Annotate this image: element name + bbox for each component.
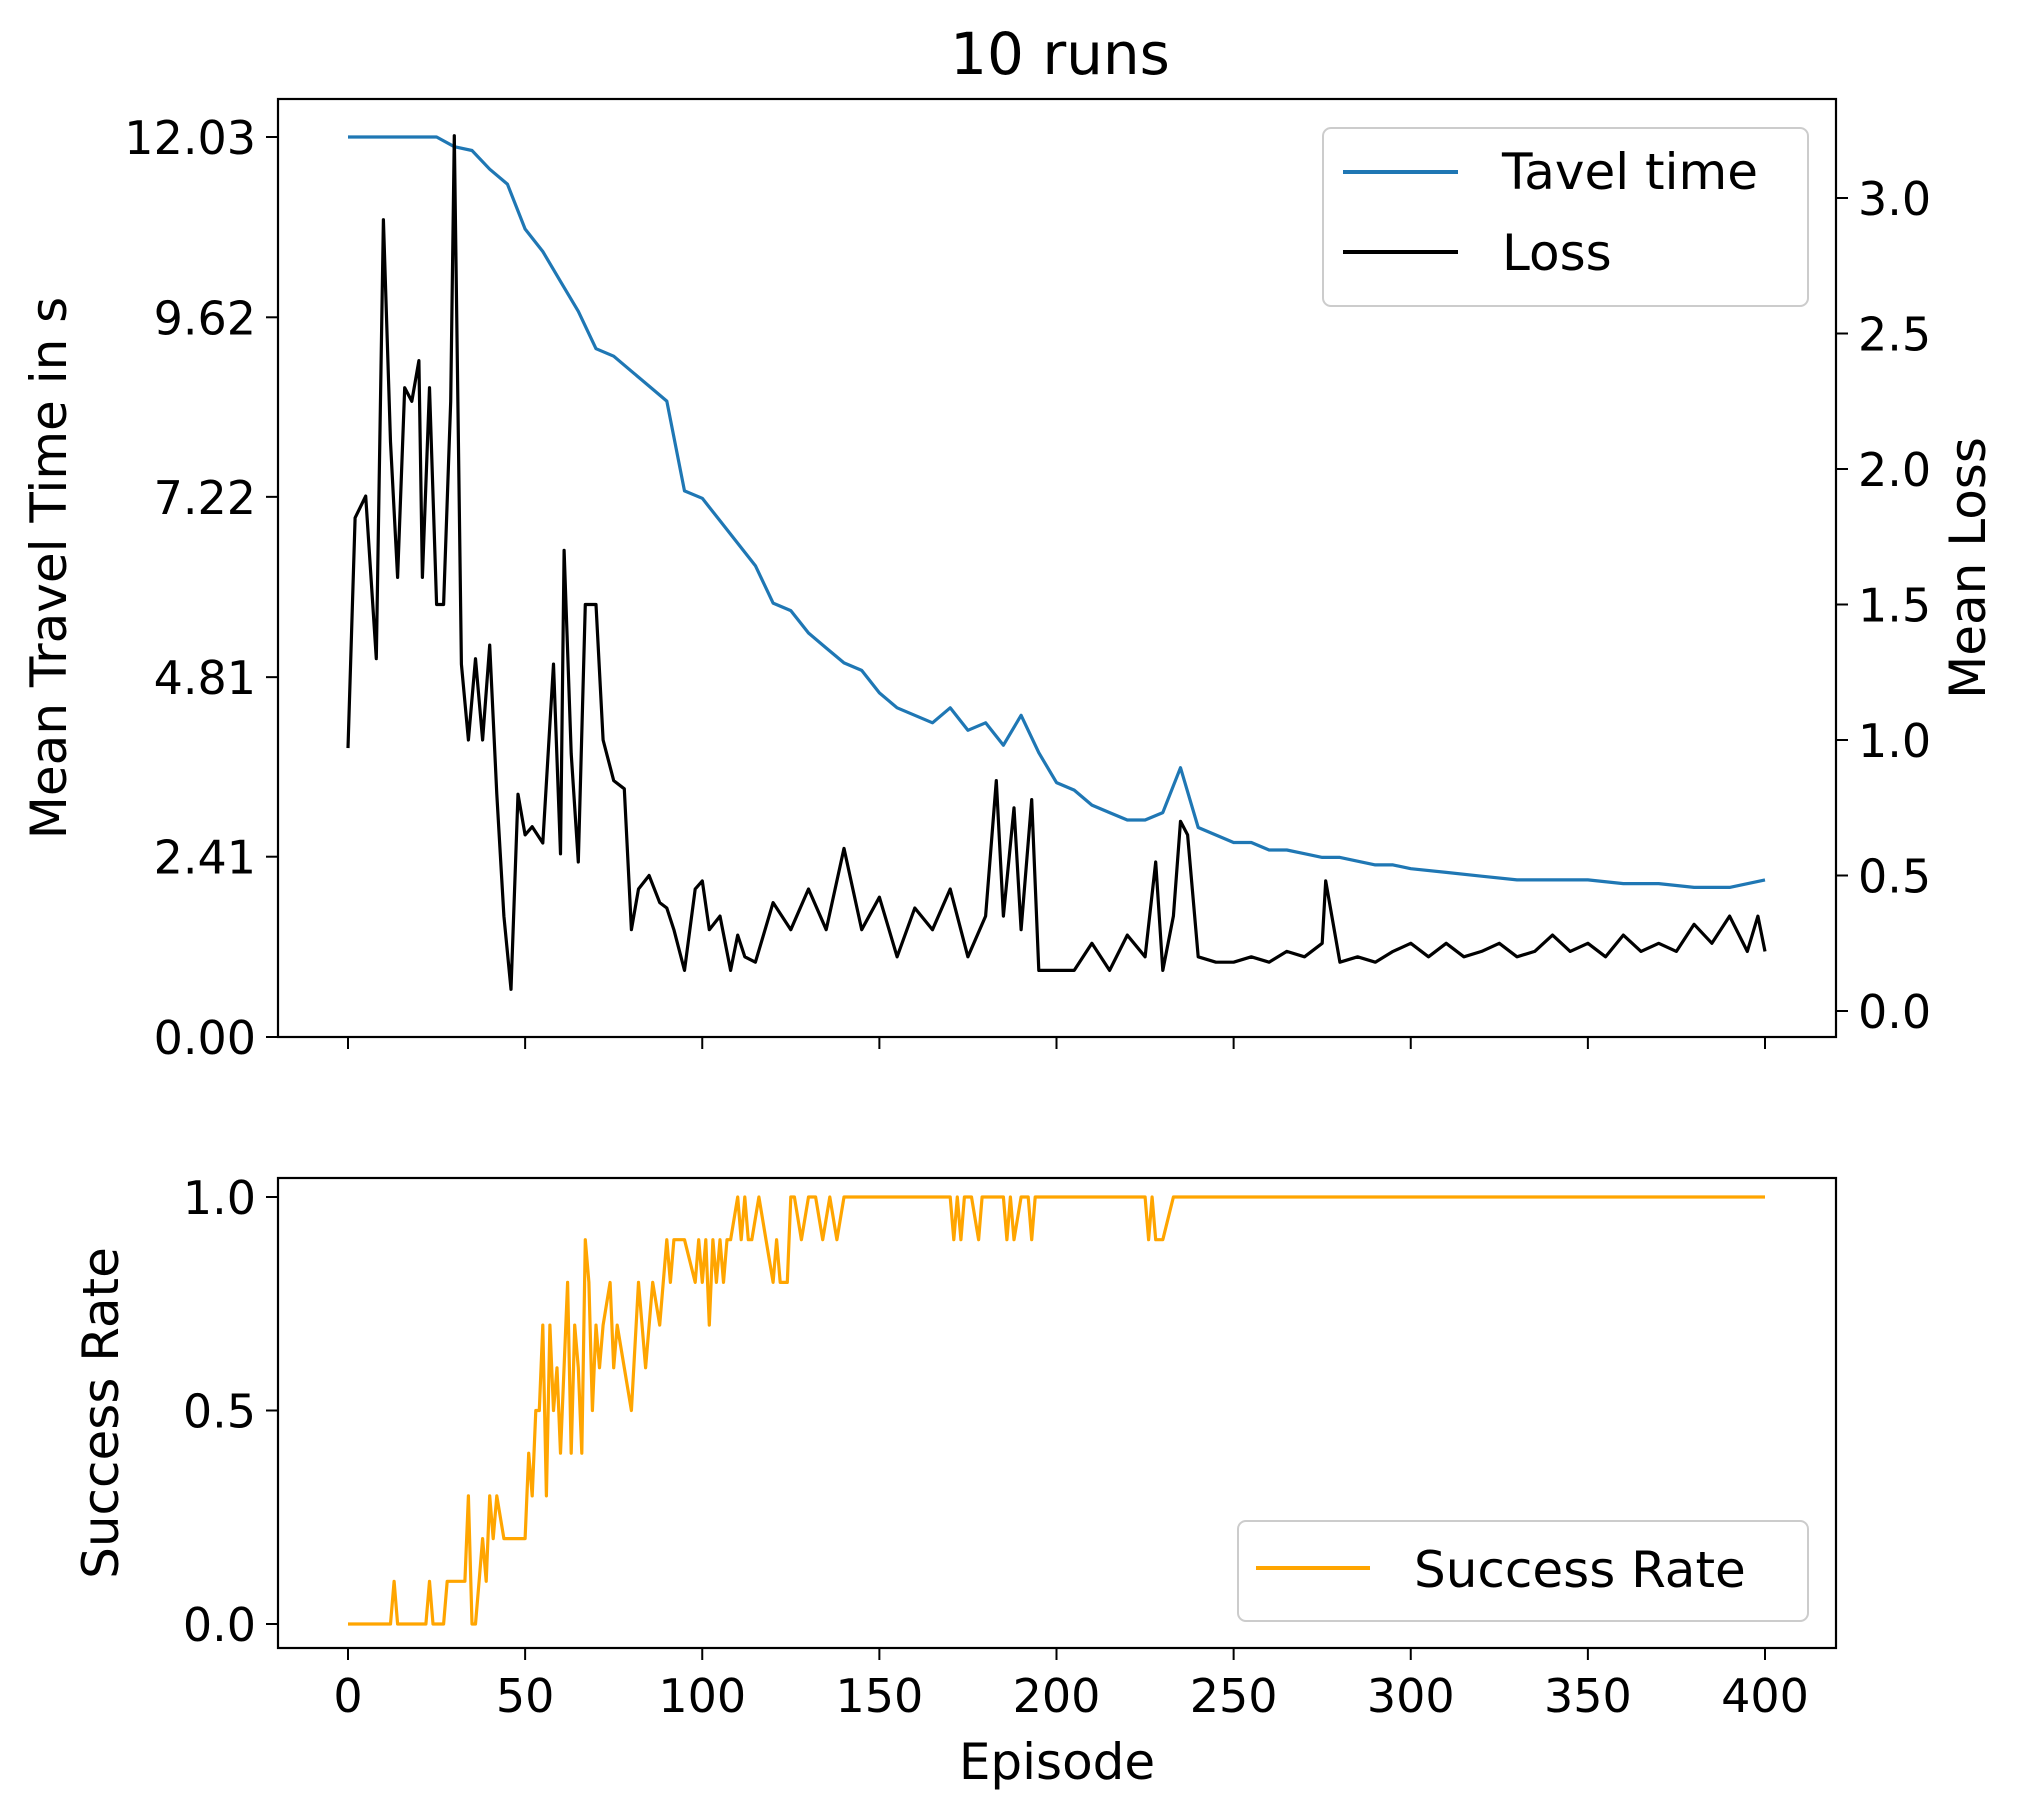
bottom-series-group — [348, 1195, 1765, 1626]
bottom-x-tick-label: 100 — [658, 1669, 746, 1723]
top-left-tick-label: 2.41 — [154, 831, 256, 885]
bottom-y-axis-label: Success Rate — [72, 1247, 130, 1579]
bottom-legend: Success Rate — [1237, 1520, 1809, 1622]
legend-loss-label: Loss — [1502, 224, 1612, 282]
top-y-axis-label: Mean Travel Time in s — [20, 297, 78, 839]
top-right-tick-label: 1.0 — [1858, 714, 1931, 768]
top-plot-frame — [276, 97, 1838, 1039]
legend-travel-time-label: Tavel time — [1501, 143, 1758, 201]
bottom-x-axis-label: Episode — [959, 1733, 1155, 1791]
top-right-tick-label: 0.5 — [1858, 850, 1931, 904]
top-plot-area: 0.00 2.41 4.81 7.22 9.62 12.03 0.0 0.5 1.0 1.5 2.… — [124, 97, 1931, 1065]
bottom-left-tick-label: 1.0 — [183, 1171, 256, 1225]
loss-series-line — [346, 134, 1767, 991]
bottom-x-tick-label: 50 — [496, 1669, 555, 1723]
success-rate-series-line — [348, 1195, 1765, 1626]
top-right-tick-label: 3.0 — [1858, 172, 1931, 226]
top-right-tick-label: 0.0 — [1858, 985, 1931, 1039]
bottom-left-tick-label: 0.0 — [183, 1598, 256, 1652]
bottom-x-tick-label: 250 — [1190, 1669, 1278, 1723]
bottom-x-tick-label: 350 — [1544, 1669, 1632, 1723]
top-right-axis: 0.0 0.5 1.0 1.5 2.0 2.5 3.0 — [1836, 172, 1931, 1039]
bottom-plot-frame — [276, 1176, 1838, 1650]
bottom-x-tick-label: 300 — [1367, 1669, 1455, 1723]
bottom-left-axis: 0.0 0.5 1.0 — [183, 1171, 278, 1652]
top-chart-title: 10 runs — [950, 20, 1170, 88]
top-legend: Tavel time Loss — [1322, 127, 1809, 307]
bottom-x-tick-label: 0 — [333, 1669, 362, 1723]
top-left-tick-label: 9.62 — [154, 291, 256, 345]
bottom-plot-area: 0.0 0.5 1.0 0 50 100 150 200 250 300 350 400 Succe… — [183, 1171, 1838, 1723]
bottom-x-tick-label: 150 — [835, 1669, 923, 1723]
bottom-legend-box — [1237, 1520, 1809, 1622]
bottom-left-tick-label: 0.5 — [183, 1385, 256, 1439]
top-left-tick-label: 4.81 — [154, 651, 256, 705]
top-left-tick-label: 0.00 — [154, 1011, 256, 1065]
top-right-tick-label: 2.5 — [1858, 308, 1931, 362]
top-series-group — [346, 134, 1767, 991]
top-bottom-axis — [347, 1037, 1766, 1049]
top-left-axis: 0.00 2.41 4.81 7.22 9.62 12.03 — [124, 111, 278, 1065]
travel-time-series-line — [348, 135, 1766, 889]
top-right-tick-label: 1.5 — [1858, 579, 1931, 633]
bottom-x-tick-label: 400 — [1721, 1669, 1809, 1723]
bottom-x-axis: 0 50 100 150 200 250 300 350 400 — [333, 1648, 1809, 1723]
bottom-x-tick-label: 200 — [1013, 1669, 1101, 1723]
top-right-y-axis-label: Mean Loss — [1939, 437, 1997, 699]
top-left-tick-label: 7.22 — [154, 471, 256, 525]
legend-success-rate-label: Success Rate — [1414, 1541, 1746, 1599]
top-left-tick-label: 12.03 — [124, 111, 256, 165]
top-right-tick-label: 2.0 — [1858, 443, 1931, 497]
